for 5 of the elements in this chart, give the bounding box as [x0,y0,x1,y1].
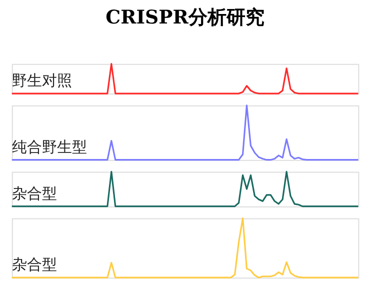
chart-title: CRISPR分析研究 [106,6,264,28]
series-label: 野生对照 [12,72,72,90]
series-label: 纯合野生型 [12,138,87,156]
series-label: 杂合型 [12,256,57,274]
series-label: 杂合型 [12,185,57,202]
